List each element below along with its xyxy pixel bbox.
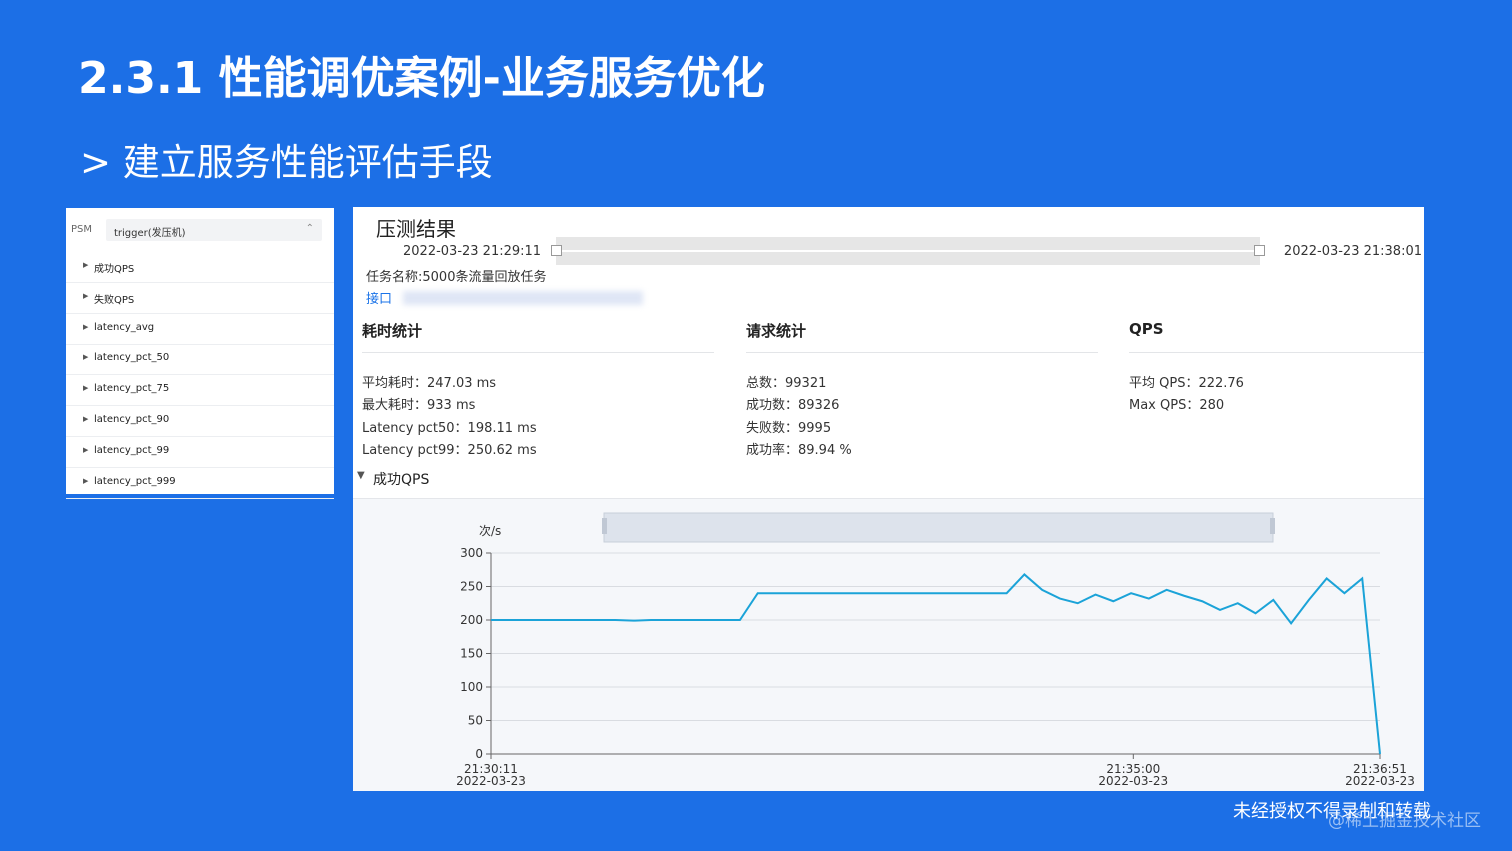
menu-item[interactable]: ▶ latency_pct_999 <box>66 468 334 499</box>
expand-arrow: ▶ <box>83 322 89 331</box>
footer-note: 未经授权不得录制和转载 <box>1233 801 1431 822</box>
menu-label: 成功QPS <box>94 264 135 275</box>
toggle-arrow[interactable]: ▼ <box>357 470 365 481</box>
psm-value: trigger(发压机) <box>114 228 186 239</box>
section-title: QPS <box>1129 320 1164 338</box>
expand-arrow: ▶ <box>83 384 89 393</box>
menu-item[interactable]: ▶ latency_avg <box>66 314 334 345</box>
x-tick-label: 21:30:11 <box>464 762 518 776</box>
menu-item[interactable]: ▶ latency_pct_90 <box>66 406 334 437</box>
chart-toggle[interactable]: 成功QPS <box>373 472 430 488</box>
x-tick-label: 21:35:00 <box>1106 762 1160 776</box>
x-tick-date: 2022-03-23 <box>456 774 526 788</box>
y-tick-label: 0 <box>475 747 483 761</box>
y-axis-label: 次/s <box>479 524 501 538</box>
psm-select[interactable]: trigger(发压机) ⌃ <box>106 219 322 241</box>
qps-line <box>491 573 1381 755</box>
y-tick-label: 250 <box>460 580 483 594</box>
expand-arrow: ▶ <box>83 261 89 269</box>
menu-label: latency_pct_999 <box>94 475 176 487</box>
slide-subtitle: > 建立服务性能评估手段 <box>80 141 493 184</box>
section-divider <box>1129 352 1424 353</box>
section-divider <box>362 352 714 353</box>
stat-line: Max QPS：280 <box>1129 398 1225 414</box>
time-slider[interactable] <box>551 237 1265 265</box>
menu-label: latency_pct_99 <box>94 444 170 456</box>
end-time: 2022-03-23 21:38:01 <box>1283 244 1422 259</box>
x-tick-date: 2022-03-23 <box>1098 774 1168 788</box>
zoom-handle[interactable] <box>1270 518 1275 534</box>
task-name: 任务名称:5000条流量回放任务 <box>366 270 547 285</box>
y-tick-label: 200 <box>460 613 483 627</box>
data-zoom[interactable] <box>603 512 1274 543</box>
x-tick-label: 21:36:51 <box>1353 762 1407 776</box>
y-tick-label: 300 <box>460 546 483 560</box>
menu-item[interactable]: ▶ latency_pct_50 <box>66 344 334 376</box>
x-tick-date: 2022-03-23 <box>1345 774 1415 788</box>
menu-label: latency_avg <box>94 321 155 333</box>
stat-line: 总数：99321 <box>746 376 827 391</box>
expand-arrow: ▶ <box>83 476 89 485</box>
menu-label: latency_pct_90 <box>94 414 170 425</box>
start-time: 2022-03-23 21:29:11 <box>403 244 542 259</box>
psm-label: PSM <box>71 224 93 235</box>
menu-label: latency_pct_50 <box>94 352 170 364</box>
slider-track <box>556 250 1260 252</box>
section-divider <box>746 352 1098 353</box>
stat-line: Latency pct99：250.62 ms <box>362 442 537 458</box>
y-tick-label: 50 <box>468 714 483 728</box>
y-tick-label: 150 <box>460 647 483 661</box>
zoom-handle[interactable] <box>602 518 607 534</box>
expand-arrow: ▶ <box>83 415 89 423</box>
report-panel: 压测结果 2022-03-23 21:29:11 2022-03-23 21:3… <box>353 207 1424 791</box>
stat-line: Latency pct50：198.11 ms <box>362 420 537 436</box>
slider-handle[interactable] <box>551 245 562 256</box>
section-title: 耗时统计 <box>362 322 423 340</box>
blurred-text <box>403 291 643 305</box>
watermark: @稀土掘金技术社区 <box>1328 811 1481 831</box>
stat-line: 最大耗时：933 ms <box>362 398 476 414</box>
stat-line: 成功数：89326 <box>746 398 840 414</box>
sidebar: PSM trigger(发压机) ⌃ ▶ 成功QPS ▶ 失败QPS ▶ latency_… <box>66 208 334 499</box>
expand-arrow: ▶ <box>83 291 89 300</box>
y-tick-label: 100 <box>460 680 483 694</box>
chart-area <box>353 498 1424 791</box>
stat-line: 平均耗时：247.03 ms <box>362 376 497 391</box>
slide-title: 2.3.1 性能调优案例-业务服务优化 <box>78 53 765 104</box>
menu-item[interactable]: ▶ 失败QPS <box>66 283 334 314</box>
menu-item[interactable]: ▶ latency_pct_75 <box>66 375 334 407</box>
api-link[interactable]: 接口 <box>366 292 393 307</box>
slider-handle[interactable] <box>1254 245 1265 256</box>
report-title: 压测结果 <box>376 217 456 241</box>
menu-item[interactable]: ▶ latency_pct_99 <box>66 437 334 468</box>
expand-arrow: ▶ <box>83 353 89 362</box>
menu-label: 失败QPS <box>94 294 135 306</box>
stat-line: 平均 QPS：222.76 <box>1129 376 1244 391</box>
menu-item[interactable]: ▶ 成功QPS <box>66 252 334 283</box>
section-title: 请求统计 <box>746 322 807 340</box>
menu-label: latency_pct_75 <box>94 383 170 395</box>
expand-arrow: ▶ <box>83 445 89 454</box>
select-arrow: ⌃ <box>305 223 314 234</box>
stat-line: 失败数：9995 <box>746 420 832 436</box>
stat-line: 成功率：89.94 % <box>746 442 852 458</box>
